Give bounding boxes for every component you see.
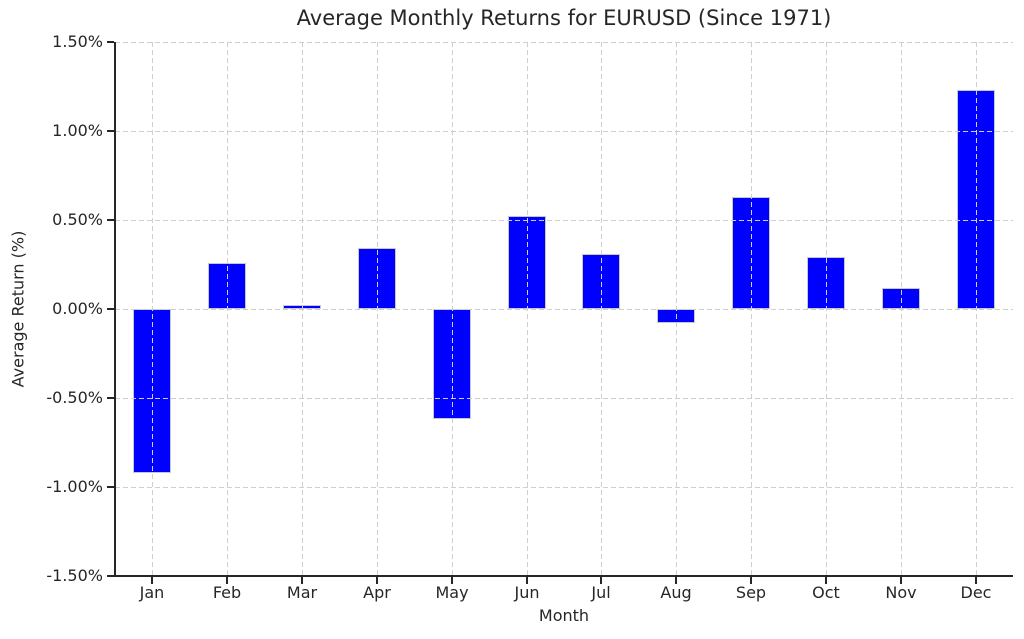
gridline-y-0.00% (115, 309, 1013, 310)
x-tick-label-mar: Mar (286, 583, 318, 602)
gridline-x-may (452, 42, 453, 576)
x-tick-label-oct: Oct (812, 583, 840, 602)
y-tick-mark-1.50% (107, 41, 114, 43)
x-tick-mark-jan (151, 577, 153, 584)
gridline-x-apr (377, 42, 378, 576)
gridline-y-1.00% (115, 131, 1013, 132)
x-axis-label: Month (538, 606, 590, 625)
x-tick-mark-aug (675, 577, 677, 584)
y-tick-label-1.00%: 1.00% (52, 121, 103, 140)
y-axis-spine (114, 42, 116, 577)
x-tick-mark-sep (750, 577, 752, 584)
x-tick-label-aug: Aug (660, 583, 692, 602)
x-tick-mark-dec (975, 577, 977, 584)
gridline-y-0.50% (115, 220, 1013, 221)
x-tick-label-feb: Feb (212, 583, 242, 602)
gridline-x-jan (152, 42, 153, 576)
y-tick-mark--1.00% (107, 486, 114, 488)
gridline-x-sep (751, 42, 752, 576)
y-tick-label--1.00%: -1.00% (46, 477, 103, 496)
chart-title: Average Monthly Returns for EURUSD (Sinc… (296, 6, 832, 30)
x-tick-mark-oct (825, 577, 827, 584)
y-tick-mark--1.50% (107, 575, 114, 577)
x-tick-mark-feb (226, 577, 228, 584)
gridline-x-nov (901, 42, 902, 576)
x-tick-label-dec: Dec (960, 583, 992, 602)
gridline-x-feb (227, 42, 228, 576)
x-tick-label-may: May (435, 583, 469, 602)
x-tick-label-jul: Jul (591, 583, 611, 602)
x-tick-mark-jun (526, 577, 528, 584)
gridline-x-jul (601, 42, 602, 576)
gridline-x-aug (676, 42, 677, 576)
x-tick-label-jun: Jun (514, 583, 540, 602)
gridline-y-1.50% (115, 42, 1013, 43)
y-tick-label-1.50%: 1.50% (52, 32, 103, 51)
y-tick-mark-0.50% (107, 219, 114, 221)
y-tick-label-0.00%: 0.00% (52, 299, 103, 318)
gridline-x-oct (826, 42, 827, 576)
x-tick-label-apr: Apr (363, 583, 391, 602)
x-tick-label-nov: Nov (885, 583, 917, 602)
x-tick-label-sep: Sep (735, 583, 767, 602)
gridline-y--0.50% (115, 398, 1013, 399)
gridline-x-dec (976, 42, 977, 576)
y-tick-label--1.50%: -1.50% (46, 566, 103, 585)
x-axis-spine (114, 575, 1013, 577)
y-tick-mark-0.00% (107, 308, 114, 310)
y-tick-mark-1.00% (107, 130, 114, 132)
gridline-x-mar (302, 42, 303, 576)
x-tick-mark-may (451, 577, 453, 584)
y-tick-label-0.50%: 0.50% (52, 210, 103, 229)
gridline-y--1.00% (115, 487, 1013, 488)
y-tick-label--0.50%: -0.50% (46, 388, 103, 407)
x-tick-mark-jul (600, 577, 602, 584)
x-tick-mark-nov (900, 577, 902, 584)
x-tick-mark-apr (376, 577, 378, 584)
x-tick-label-jan: Jan (139, 583, 165, 602)
x-tick-mark-mar (301, 577, 303, 584)
gridline-x-jun (527, 42, 528, 576)
y-tick-mark--0.50% (107, 397, 114, 399)
